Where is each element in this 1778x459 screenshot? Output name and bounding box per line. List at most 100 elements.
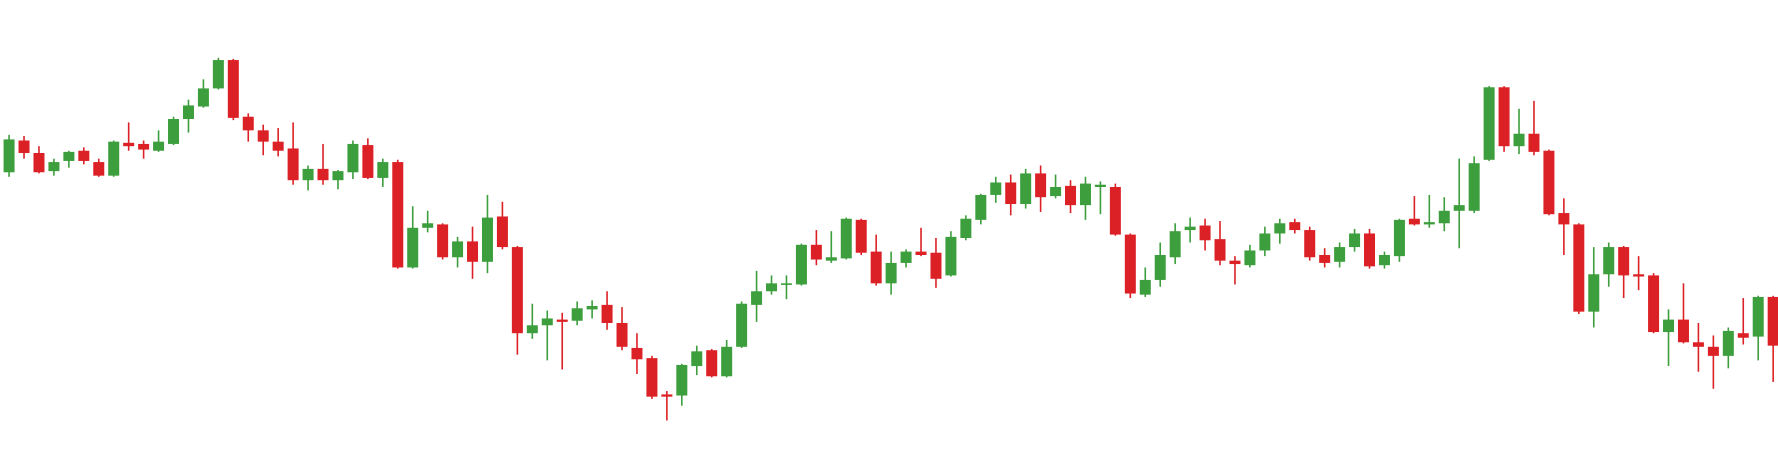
candle-body	[1513, 133, 1525, 147]
candle-body	[182, 105, 194, 119]
candle-body	[915, 251, 927, 255]
candle-body	[1109, 187, 1121, 235]
candle-body	[93, 162, 105, 176]
candle-body	[422, 223, 434, 228]
candle-body	[1364, 233, 1376, 267]
candle-body	[1692, 342, 1704, 347]
candle-body	[1319, 255, 1331, 263]
candle-body	[317, 168, 329, 181]
candle-body	[945, 236, 957, 276]
candle-body	[48, 162, 60, 172]
candle-body	[496, 216, 508, 248]
candle-body	[1528, 133, 1540, 152]
candle-body	[1199, 225, 1211, 241]
candle-body	[302, 168, 314, 181]
candle-body	[1677, 319, 1689, 343]
candle-body	[168, 119, 180, 144]
candle-body	[1737, 333, 1749, 338]
candle-body	[257, 130, 269, 142]
candle-body	[1094, 184, 1106, 187]
candle-body	[407, 227, 419, 268]
candle-body	[1304, 230, 1316, 258]
candle-body	[1035, 173, 1047, 198]
candle-body	[990, 182, 1002, 195]
candle-body	[287, 148, 299, 181]
candle-body	[855, 219, 867, 253]
candle-body	[511, 247, 523, 334]
candle-body	[18, 140, 30, 153]
candle-body	[646, 358, 658, 397]
candle-body	[1663, 319, 1675, 333]
candle-body	[347, 143, 359, 173]
candle-body	[1259, 233, 1271, 251]
candle-body	[706, 350, 718, 377]
candle-body	[1423, 222, 1435, 225]
candle-body	[467, 241, 479, 262]
candle-body	[795, 244, 807, 285]
candle-body	[452, 241, 464, 258]
candle-body	[885, 262, 897, 284]
candle-body	[571, 308, 583, 321]
candle-body	[1005, 182, 1017, 204]
candle-body	[3, 139, 15, 173]
candle-body	[1573, 224, 1585, 312]
candle-body	[1229, 260, 1241, 265]
candle-body	[676, 364, 688, 396]
candle-body	[1378, 255, 1390, 266]
candle-body	[242, 116, 254, 131]
candle-body	[78, 150, 90, 161]
candle-body	[810, 244, 822, 260]
candle-body	[1707, 346, 1719, 356]
candle-body	[1633, 274, 1645, 277]
candle-body	[1588, 274, 1600, 312]
candle-body	[1648, 275, 1660, 333]
candle-body	[840, 218, 852, 259]
candle-body	[63, 151, 75, 161]
candle-body	[930, 252, 942, 279]
candle-body	[1722, 330, 1734, 356]
candle-body	[392, 162, 404, 268]
candle-body	[1438, 210, 1450, 224]
candle-body	[1184, 226, 1196, 231]
candle-body	[900, 251, 912, 263]
candle-body	[227, 60, 239, 118]
candle-body	[736, 303, 748, 347]
candle-body	[975, 194, 987, 220]
candle-body	[108, 141, 120, 176]
candle-body	[1393, 219, 1405, 257]
candle-body	[1752, 296, 1764, 337]
candle-body	[556, 319, 568, 322]
candle-body	[1169, 231, 1181, 258]
candle-body	[1349, 233, 1361, 248]
candle-body	[138, 143, 150, 150]
candle-body	[1618, 247, 1630, 276]
candle-body	[661, 394, 673, 397]
candle-body	[601, 304, 613, 323]
candle-body	[1334, 247, 1346, 262]
candle-body	[437, 224, 449, 258]
candle-body	[1020, 173, 1032, 204]
candle-body	[332, 171, 344, 181]
candle-body	[586, 306, 598, 310]
candle-body	[1483, 87, 1495, 160]
candle-body	[1767, 296, 1778, 346]
candle-body	[870, 251, 882, 284]
candle-body	[721, 346, 733, 377]
candle-body	[272, 141, 284, 151]
candle-body	[1214, 239, 1226, 261]
candle-body	[1468, 163, 1480, 211]
candle-body	[825, 257, 837, 261]
candle-body	[1124, 234, 1136, 294]
candle-body	[1079, 183, 1091, 206]
candle-body	[1065, 185, 1077, 206]
candle-body	[1154, 255, 1166, 280]
candle-body	[526, 325, 538, 334]
candle-body	[197, 88, 209, 107]
candle-body	[481, 217, 493, 262]
candle-body	[33, 153, 45, 173]
candle-body	[960, 218, 972, 238]
candle-body	[123, 142, 135, 147]
candle-body	[1139, 279, 1151, 295]
